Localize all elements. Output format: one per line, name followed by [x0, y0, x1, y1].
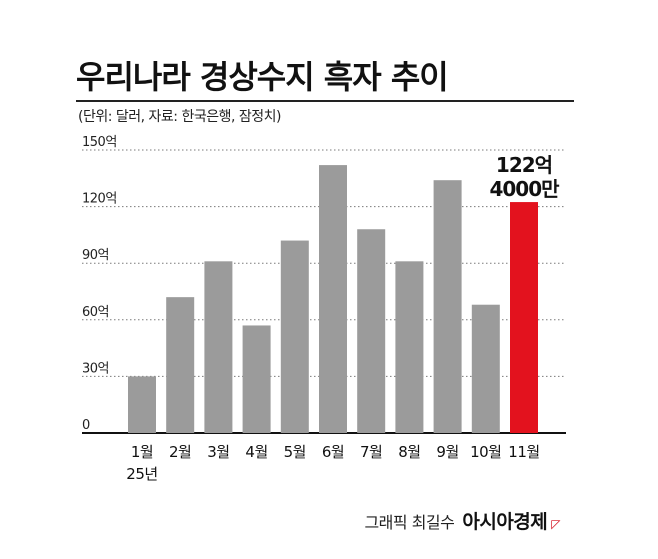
- credit-text: 그래픽 최길수: [364, 513, 455, 532]
- bar: [319, 165, 347, 434]
- bar: [128, 376, 156, 433]
- bar-highlight: [510, 202, 538, 433]
- chart-subtitle: (단위: 달러, 자료: 한국은행, 잠정치): [78, 109, 282, 125]
- x-tick-label: 2월: [169, 443, 191, 461]
- bar: [204, 261, 233, 433]
- x-tick-label: 1월: [131, 443, 153, 461]
- bar: [471, 304, 500, 433]
- y-tick-label: 30억: [82, 361, 109, 376]
- highlight-data-label: 122억: [496, 153, 552, 177]
- y-tick-label: 90억: [82, 248, 109, 263]
- x-tick-label: 9월: [436, 443, 458, 461]
- x-tick-label: 5월: [284, 443, 306, 461]
- y-tick-label: 120억: [82, 192, 117, 207]
- credit-line: 그래픽 최길수 아시아경제 ◸: [364, 507, 560, 534]
- y-tick-label: 0: [82, 418, 90, 433]
- bar: [433, 180, 462, 433]
- x-tick-label: 11월: [508, 443, 539, 461]
- bar: [242, 325, 271, 433]
- brand-logo: 아시아경제: [462, 511, 548, 533]
- bar: [395, 261, 424, 433]
- x-tick-label: 3월: [207, 443, 229, 461]
- bar: [166, 297, 195, 433]
- y-tick-label: 60억: [82, 305, 109, 320]
- bar: [280, 240, 309, 433]
- y-tick-label: 150억: [82, 135, 117, 150]
- year-label: 25년: [126, 465, 157, 483]
- x-tick-label: 10월: [470, 443, 501, 461]
- chart-title: 우리나라 경상수지 흑자 추이: [76, 58, 449, 96]
- title-divider: [76, 100, 574, 102]
- bar: [357, 229, 386, 433]
- x-tick-label: 7월: [360, 443, 382, 461]
- x-tick-label: 8월: [398, 443, 420, 461]
- highlight-data-label: 4000만: [489, 177, 560, 201]
- x-tick-label: 4월: [245, 443, 267, 461]
- x-tick-label: 6월: [322, 443, 344, 461]
- brand-mark-icon: ◸: [551, 517, 560, 531]
